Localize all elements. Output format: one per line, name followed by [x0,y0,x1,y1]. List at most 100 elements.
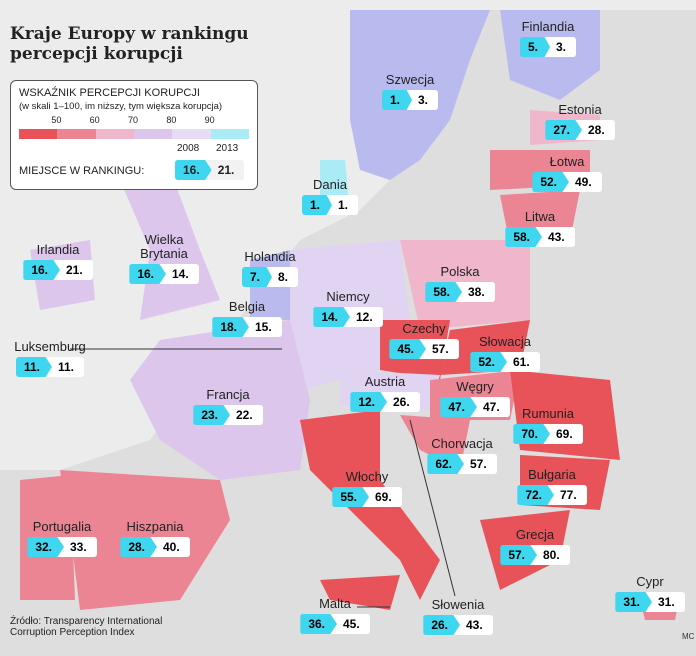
country-label: Rumunia 70. 69. [500,407,596,444]
scale-label: 50 [51,115,62,125]
scale-swatch [57,129,96,139]
country-name: Malta [319,596,351,611]
year: 2008 [177,143,200,154]
badge: 45. 57. [389,339,459,359]
country-label: Austria 12. 26. [337,375,433,412]
scale-swatch [172,129,211,139]
rank-2008: 26. [423,615,460,635]
country-name: Francja [206,387,250,402]
country-label: Francja 23. 22. [180,388,276,425]
badge: 70. 69. [513,424,583,444]
rank-2013: 45. [329,614,370,634]
badge: 72. 77. [517,485,587,505]
badge: 16. 21. [175,160,245,180]
legend-title: WSKAŹNIK PERCEPCJI KORUPCJI [19,87,200,99]
scale-swatch [19,129,58,139]
country-name: Chorwacja [431,436,493,451]
badge: 16. 21. [23,260,93,280]
title-line: percepcji korupcji [10,44,183,64]
badge: 32. 33. [27,537,97,557]
rank-label: MIEJSCE W RANKINGU: [19,165,145,177]
country-label: Wielka Brytania 16. 14. [116,233,212,284]
rank-2013: 57. [418,339,459,359]
rank-2008: 28. [120,537,157,557]
country-label: Szwecja 1. 3. [362,73,458,110]
scale: 50 60 70 80 90 [19,115,249,143]
country-name: Węgry [456,379,494,394]
country-name: Dania [313,177,347,192]
country-name: Grecja [515,527,555,542]
rank-2013: 14. [158,264,199,284]
rank-2008: 31. [615,592,652,612]
rank-2008: 57. [500,545,537,565]
country-name: Austria [364,374,406,389]
rank-2008: 32. [27,537,64,557]
badge: 1. 3. [381,90,439,110]
badge: 62. 57. [427,454,497,474]
country-name: Polska [440,264,480,279]
rank-2008: 23. [193,405,230,425]
country-name: Słowacja [478,334,532,349]
scale-label: 80 [166,115,177,125]
sicily [320,575,400,610]
badge: 52. 61. [470,352,540,372]
country-label: Bułgaria 72. 77. [504,468,600,505]
country-name: Czechy [402,321,446,336]
country-name: Cypr [636,574,664,589]
country-name: Holandia [244,249,296,264]
badge: 31. 31. [615,592,685,612]
rank-2008: 12. [350,392,387,412]
rank-2008: 14. [313,307,350,327]
country-label: Dania 1. 1. [282,178,378,215]
country-name: Irlandia [36,242,80,257]
scale-label: 60 [89,115,100,125]
country-label: Węgry 47. 47. [427,380,523,417]
badge: 18. 15. [212,317,282,337]
country-name: Łotwa [549,154,585,169]
leader [409,419,456,597]
rank-2008: 36. [300,614,337,634]
country-label: Polska 58. 38. [412,265,508,302]
country-label: Holandia 7. 8. [222,250,318,287]
rank-2008: 1. [301,195,332,215]
title: Kraje Europy w rankingu percepcji korupcj… [10,24,249,64]
rank-2013: 22. [222,405,263,425]
badge: 57. 80. [500,545,570,565]
country-name: Wielka Brytania [140,232,188,261]
badge: 14. 12. [313,307,383,327]
legend-subtitle: (w skali 1–100, im niższy, tym większa k… [19,101,223,112]
rank-2013: 80. [529,545,570,565]
badge: 36. 45. [300,614,370,634]
country-label: Belgia 18. 15. [199,300,295,337]
scale-swatch [134,129,173,139]
rank-2008: 5. [519,37,550,57]
badge: 11. 11. [15,357,85,377]
badge: 23. 22. [193,405,263,425]
country-label: Estonia 27. 28. [532,103,628,140]
rank-2008: 55. [332,487,369,507]
rank-2008: 11. [15,357,52,377]
country-label: Malta 36. 45. [287,597,383,634]
credit: MC [682,632,695,641]
scale-label: 70 [128,115,139,125]
country-label: Irlandia 16. 21. [10,243,106,280]
rank-2013: 49. [561,172,602,192]
rank-2013: 57. [456,454,497,474]
rank-2008: 58. [425,282,462,302]
rank-2013: 1. [324,195,359,215]
rank-2013: 43. [534,227,575,247]
rank-2008: 72. [517,485,554,505]
rank-2008: 18. [212,317,249,337]
year: 2013 [216,143,239,154]
country-label: Portugalia 32. 33. [14,520,110,557]
badge: 26. 43. [423,615,493,635]
country-name: Słowenia [431,597,485,612]
rank-2008: 45. [389,339,426,359]
country-label: Chorwacja 62. 57. [414,437,510,474]
country-name: Hiszpania [126,519,184,534]
scale-label: 90 [204,115,215,125]
country-label: Niemcy 14. 12. [300,290,396,327]
rank-2008: 16. [129,264,166,284]
badge: 5. 3. [519,37,577,57]
